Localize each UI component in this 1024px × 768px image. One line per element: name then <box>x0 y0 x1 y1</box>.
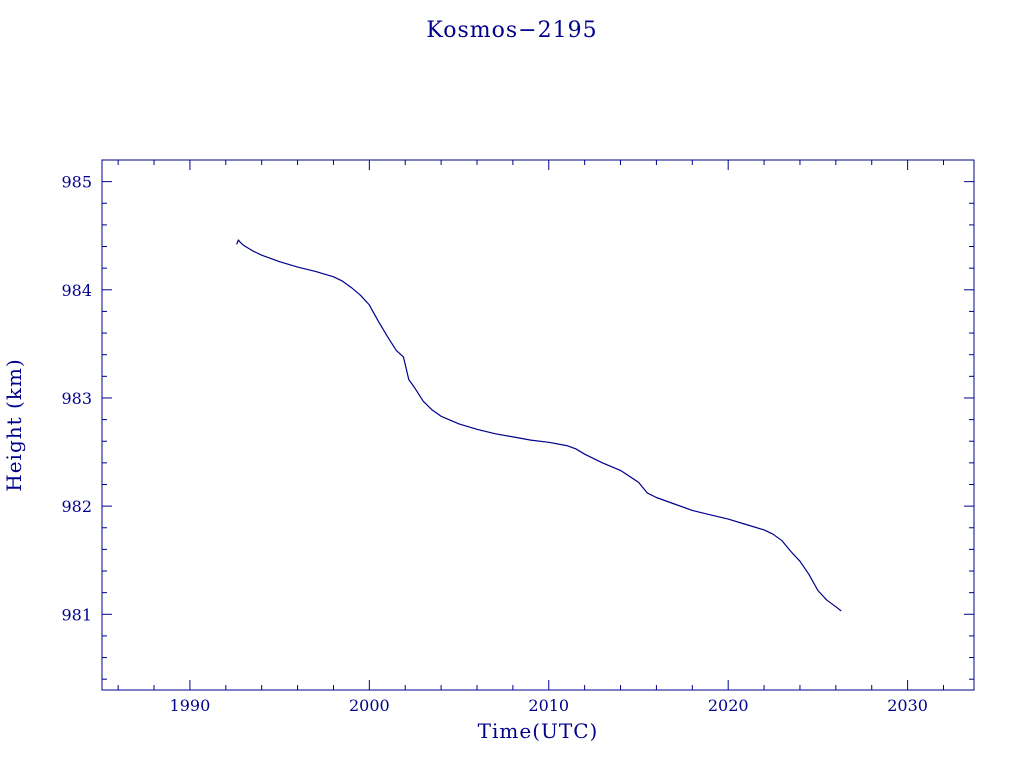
x-tick-label: 2000 <box>349 696 390 715</box>
chart-title: Kosmos−2195 <box>426 18 597 43</box>
y-tick-label: 984 <box>61 281 92 300</box>
x-tick-label: 2010 <box>528 696 569 715</box>
y-tick-label: 982 <box>61 497 92 516</box>
x-axis-label: Time(UTC) <box>478 719 599 743</box>
x-tick-labels: 1990 2000 2010 2020 2030 <box>170 696 928 715</box>
x-tick-label: 2020 <box>708 696 749 715</box>
y-tick-label: 981 <box>61 605 92 624</box>
y-tick-label: 983 <box>61 389 92 408</box>
x-tick-label: 1990 <box>170 696 211 715</box>
axis-ticks <box>102 159 974 690</box>
plot-frame <box>101 159 975 691</box>
x-tick-label: 2030 <box>887 696 928 715</box>
y-axis-label: Height (km) <box>2 358 26 491</box>
y-tick-label: 985 <box>61 173 92 192</box>
y-tick-labels: 981 982 983 984 985 <box>61 173 92 625</box>
series-line <box>236 239 842 612</box>
